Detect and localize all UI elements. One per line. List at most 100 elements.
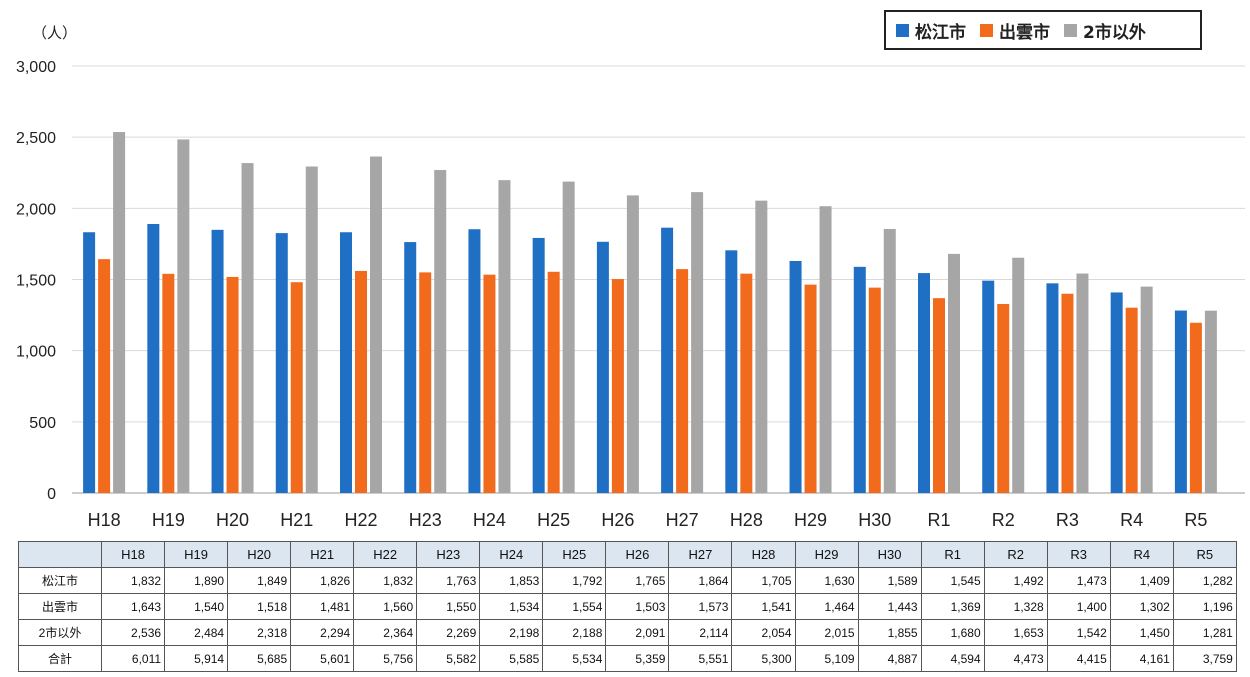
bar-0-H18	[83, 232, 96, 493]
bar-1-H26	[611, 279, 624, 493]
bar-0-H25	[532, 237, 545, 493]
bar-2-H26	[626, 195, 639, 494]
table-cell: 1,890	[164, 567, 229, 594]
table-header-cell: R1	[920, 541, 985, 568]
x-tick-label: H19	[152, 510, 185, 530]
bar-1-H27	[676, 269, 689, 493]
bar-0-H28	[725, 250, 738, 493]
table-cell: 4,887	[857, 645, 922, 672]
table-cell: 1,409	[1109, 567, 1174, 594]
legend-swatch-matsue	[896, 23, 909, 37]
bar-1-R5	[1189, 322, 1202, 493]
x-tick-label: H23	[409, 510, 442, 530]
bar-0-H30	[853, 266, 866, 493]
bar-1-H18	[98, 259, 111, 493]
x-tick-label: H30	[858, 510, 891, 530]
bar-2-H29	[819, 206, 832, 493]
x-tick-label: H18	[88, 510, 121, 530]
legend-swatch-izumo	[980, 23, 993, 37]
table-cell: 4,415	[1046, 645, 1111, 672]
table-row: 松江市 1,832 1,890 1,849 1,826 1,832 1,763 1,853 1,…	[18, 567, 1237, 594]
legend-item-other: 2市以外	[1064, 18, 1146, 43]
table-cell: 2,091	[605, 619, 670, 646]
legend-label-matsue: 松江市	[915, 22, 966, 43]
bar-1-H30	[868, 287, 881, 493]
y-tick-label: 2,000	[16, 201, 56, 218]
table-cell: 1,855	[857, 619, 922, 646]
table-cell: 1,765	[605, 567, 670, 594]
table-cell: 1,450	[1109, 619, 1174, 646]
table-cell: 5,685	[227, 645, 292, 672]
x-tick-label: R3	[1056, 510, 1079, 530]
table-cell: 5,756	[353, 645, 418, 672]
x-tick-label: H21	[280, 510, 313, 530]
bar-2-H25	[562, 181, 575, 494]
table-cell: 5,582	[416, 645, 481, 672]
bar-2-R1	[948, 253, 960, 493]
table-header-row: H18 H19 H20 H21 H22 H23 H24 H25 H26 H27 H28 H29 H30 R…	[18, 541, 1237, 568]
table-cell: 1,763	[416, 567, 481, 594]
bar-2-H22	[370, 156, 382, 494]
table-cell: 1,400	[1046, 593, 1111, 620]
bar-1-H22	[355, 270, 367, 493]
table-cell: 2,114	[668, 619, 733, 646]
table-cell: 1,832	[100, 567, 166, 594]
bar-0-H23	[404, 242, 417, 493]
bar-2-H28	[755, 200, 768, 493]
data-table: H18 H19 H20 H21 H22 H23 H24 H25 H26 H27 H28 H29 H30 R…	[18, 541, 1237, 672]
table-cell: 1,542	[1046, 619, 1111, 646]
bar-2-H23	[434, 170, 447, 494]
table-header-cell: R5	[1172, 541, 1237, 568]
legend: 松江市 出雲市 2市以外	[884, 10, 1202, 50]
table-cell: 1,550	[416, 593, 481, 620]
table-header-cell: H28	[731, 541, 796, 568]
table-row: 2市以外 2,536 2,484 2,318 2,294 2,364 2,269 2,198 2…	[18, 619, 1237, 646]
table-header-cell: H24	[479, 541, 544, 568]
table-header-cell: H26	[605, 541, 670, 568]
table-cell: 1,853	[479, 567, 544, 594]
table-header-cell: H27	[668, 541, 733, 568]
table-cell: 1,864	[668, 567, 733, 594]
x-tick-label: R5	[1184, 510, 1207, 530]
bar-1-R4	[1125, 307, 1138, 493]
bar-0-H24	[468, 229, 481, 493]
x-tick-label: H22	[344, 510, 377, 530]
bar-2-H21	[305, 166, 318, 493]
table-cell: 1,464	[794, 593, 859, 620]
y-axis-unit-label: （人）	[32, 24, 78, 42]
table-cell: 1,826	[290, 567, 355, 594]
bar-0-H19	[147, 223, 160, 494]
table-row-label: 合計	[18, 645, 102, 672]
bar-2-H19	[177, 139, 190, 493]
bar-0-H27	[661, 227, 674, 493]
table-header-cell: H19	[164, 541, 229, 568]
legend-label-other: 2市以外	[1083, 22, 1146, 43]
bar-2-R5	[1204, 310, 1217, 493]
bar-1-R1	[933, 298, 945, 493]
table-header-cell: R4	[1109, 541, 1174, 568]
bar-1-H23	[419, 272, 432, 493]
table-row-label: 松江市	[18, 567, 102, 594]
legend-swatch-other	[1064, 23, 1077, 37]
table-cell: 1,630	[794, 567, 859, 594]
table-cell: 5,585	[479, 645, 544, 672]
table-cell: 1,560	[353, 593, 418, 620]
bar-2-H20	[241, 163, 254, 493]
bar-0-H26	[596, 241, 609, 493]
table-cell: 2,294	[290, 619, 355, 646]
table-header-cell: H20	[227, 541, 292, 568]
bar-1-H25	[547, 271, 560, 493]
table-cell: 1,545	[920, 567, 985, 594]
bar-1-H29	[804, 284, 817, 493]
table-cell: 1,554	[542, 593, 607, 620]
table-cell: 1,705	[731, 567, 796, 594]
table-cell: 5,534	[542, 645, 607, 672]
table-row-label: 出雲市	[18, 593, 102, 620]
table-header-cell: R2	[983, 541, 1048, 568]
bar-0-H22	[340, 232, 352, 493]
table-cell: 6,011	[100, 645, 166, 672]
bar-0-R3	[1046, 283, 1059, 493]
table-header-cell: H22	[353, 541, 418, 568]
legend-item-matsue: 松江市	[896, 18, 966, 43]
